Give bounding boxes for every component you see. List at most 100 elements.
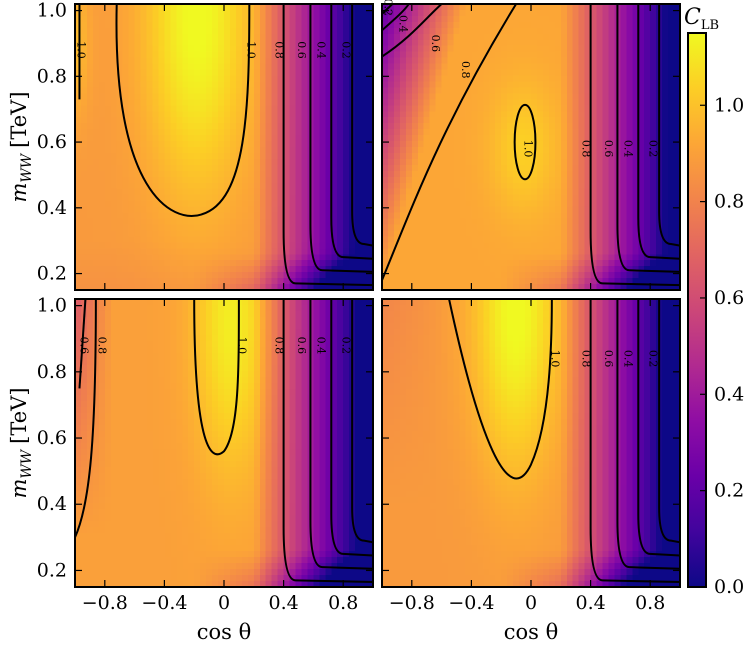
heatmap-cell [477, 147, 484, 154]
heatmap-cell [632, 87, 639, 94]
heatmap-cell [152, 278, 160, 285]
heatmap-cell [116, 266, 124, 273]
contour-labels: 1.0 1.0 0.8 0.6 0.4 0.2 [74, 41, 352, 59]
heatmap-cell [259, 21, 267, 29]
heatmap-cell [289, 230, 297, 237]
heatmap-cell [224, 33, 231, 41]
heatmap-cell [319, 254, 326, 261]
heatmap-cell [459, 117, 467, 124]
heatmap-cell [536, 182, 544, 190]
heatmap-cell [447, 63, 455, 71]
heatmap-cell [382, 87, 389, 94]
heatmap-cell [325, 45, 332, 53]
heatmap-cell [489, 164, 496, 172]
heatmap-cell [393, 75, 401, 83]
heatmap-cell [253, 135, 261, 142]
heatmap-cell [525, 260, 532, 267]
heatmap-cell [465, 21, 472, 29]
heatmap-cell [525, 188, 532, 196]
heatmap-cell [92, 272, 100, 279]
heatmap-cell [86, 75, 94, 83]
heatmap-cell [301, 105, 309, 112]
heatmap-cell [566, 248, 574, 255]
heatmap-cell [596, 33, 604, 41]
heatmap-cell [367, 99, 374, 106]
heatmap-cell [584, 99, 592, 106]
heatmap-cell [513, 87, 520, 94]
heatmap-cell [513, 129, 520, 136]
heatmap-cell [116, 188, 124, 196]
heatmap-cell [200, 170, 207, 178]
heatmap-cell [277, 123, 285, 130]
heatmap-cell [453, 242, 461, 249]
heatmap-cell [206, 242, 213, 249]
heatmap-cell [253, 15, 261, 23]
heatmap-cell [241, 39, 249, 47]
heatmap-cell [441, 111, 449, 118]
heatmap-cell [140, 218, 148, 226]
heatmap-cell [182, 278, 189, 285]
heatmap-cell [218, 27, 225, 35]
heatmap-cell [224, 212, 231, 220]
heatmap-cell [423, 45, 431, 53]
heatmap-cell [206, 188, 213, 196]
heatmap-cell [566, 21, 574, 29]
heatmap-cell [423, 242, 431, 249]
heatmap-cell [355, 75, 362, 83]
heatmap-cell [495, 242, 502, 249]
heatmap-cell [188, 248, 195, 255]
heatmap-cell [566, 272, 574, 279]
heatmap-cell [674, 200, 681, 208]
heatmap-cell [650, 27, 657, 35]
heatmap-cell [343, 242, 350, 249]
heatmap-cell [218, 81, 225, 89]
heatmap-cell [650, 176, 657, 184]
heatmap-cell [200, 218, 207, 226]
heatmap-cell [578, 194, 586, 202]
heatmap-cell [229, 57, 237, 65]
heatmap-cell [182, 21, 189, 29]
heatmap-cell [471, 69, 478, 77]
heatmap-cell [253, 69, 261, 77]
heatmap-cell [80, 242, 88, 249]
heatmap-cell [554, 206, 562, 214]
heatmap-cell [525, 87, 532, 94]
heatmap-cell [140, 278, 148, 285]
heatmap-cell [668, 27, 675, 35]
heatmap-cell [283, 206, 291, 214]
heatmap-cell [620, 111, 627, 118]
heatmap-cell [477, 45, 484, 53]
heatmap-cell [536, 200, 544, 208]
heatmap-cell [399, 69, 407, 77]
heatmap-cell [387, 81, 395, 89]
heatmap-cell [465, 236, 472, 243]
heatmap-cell [608, 141, 616, 148]
heatmap-cell [632, 117, 639, 124]
heatmap-cell [247, 254, 255, 261]
heatmap-cell [75, 260, 82, 267]
heatmap-cell [146, 176, 154, 184]
heatmap-cell [200, 51, 207, 59]
heatmap-cell [632, 27, 639, 35]
heatmap-cell [662, 111, 669, 118]
heatmap-cell [325, 33, 332, 41]
heatmap-cell [465, 9, 472, 17]
heatmap-cell [572, 105, 580, 112]
heatmap-cell [86, 194, 94, 202]
heatmap-cell [75, 266, 82, 273]
heatmap-cell [387, 176, 395, 184]
heatmap-cell [590, 206, 598, 214]
heatmap-cell [194, 51, 201, 59]
heatmap-cell [86, 117, 94, 124]
heatmap-cell [608, 39, 616, 47]
heatmap-cell [554, 218, 562, 226]
heatmap-cell [638, 212, 645, 220]
heatmap-cell [134, 57, 142, 65]
heatmap-cell [200, 27, 207, 35]
heatmap-cell [483, 224, 490, 232]
heatmap-cell [542, 158, 550, 166]
heatmap-cell [104, 105, 112, 112]
heatmap-cell [501, 254, 508, 261]
heatmap-cell [572, 21, 580, 29]
heatmap-cell [382, 135, 389, 142]
